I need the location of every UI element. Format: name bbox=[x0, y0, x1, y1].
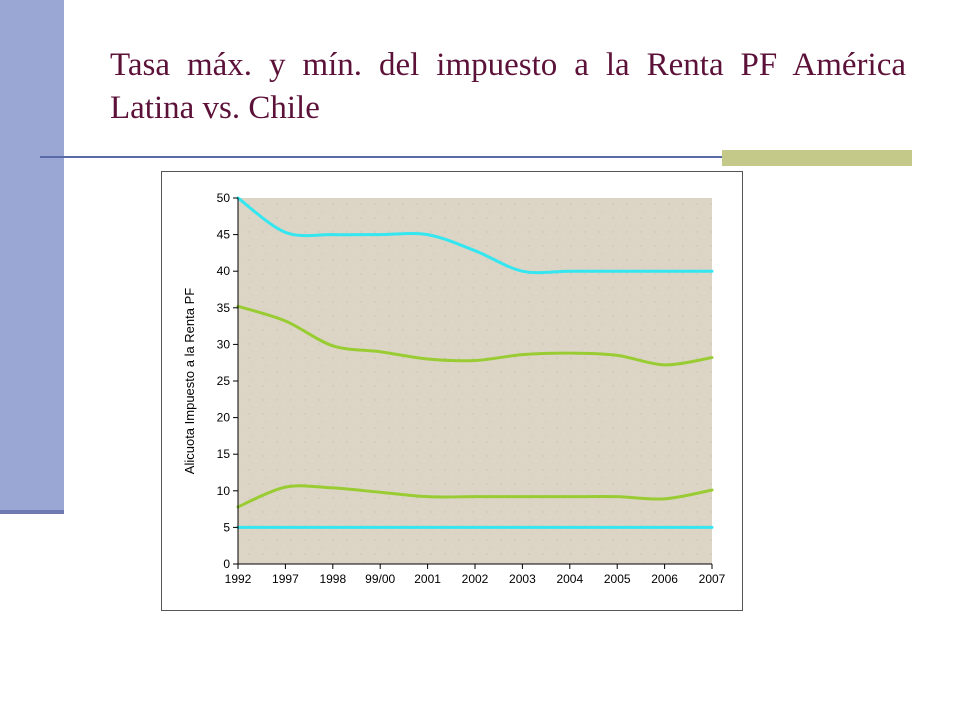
title-underline bbox=[40, 156, 912, 158]
x-tick-label: 1997 bbox=[272, 572, 299, 586]
title-underline-accent bbox=[722, 150, 912, 166]
chart-frame: 0 5 10 15 20 25 30 35 40 45 50 1992 1997 1998 99/00 200… bbox=[161, 171, 743, 611]
left-accent-bar-edge bbox=[0, 510, 64, 514]
plot-area bbox=[238, 198, 712, 564]
y-tick-label: 50 bbox=[217, 191, 231, 205]
left-accent-bar bbox=[0, 0, 64, 512]
y-tick-label: 10 bbox=[217, 484, 231, 498]
y-axis-title: Alicuota Impuesto a la Renta PF bbox=[182, 288, 197, 474]
y-tick-label: 40 bbox=[217, 264, 231, 278]
series-line-2 bbox=[236, 304, 714, 367]
x-tick-label: 2006 bbox=[651, 572, 678, 586]
x-tick-label: 2001 bbox=[414, 572, 441, 586]
y-tick-label: 15 bbox=[217, 447, 231, 461]
y-tick-label: 5 bbox=[223, 520, 230, 534]
x-tick-label: 2007 bbox=[699, 572, 726, 586]
x-tick-label: 1992 bbox=[225, 572, 252, 586]
y-tick-label: 0 bbox=[223, 557, 230, 571]
x-tick-label: 2004 bbox=[556, 572, 583, 586]
y-tick-label: 30 bbox=[217, 337, 231, 351]
series-line-3 bbox=[236, 484, 714, 509]
y-tick-label: 20 bbox=[217, 411, 231, 425]
x-tick-label: 2002 bbox=[462, 572, 489, 586]
y-tick-label: 45 bbox=[217, 228, 231, 242]
series-line-1 bbox=[236, 196, 714, 275]
line-chart: 0 5 10 15 20 25 30 35 40 45 50 1992 1997 1998 99/00 200… bbox=[182, 191, 726, 586]
y-tick-label: 35 bbox=[217, 301, 231, 315]
x-tick-label: 2005 bbox=[604, 572, 631, 586]
slide-title: Tasa máx. y mín. del impuesto a la Renta… bbox=[110, 47, 906, 126]
x-tick-label: 2003 bbox=[509, 572, 536, 586]
x-tick-label: 99/00 bbox=[365, 572, 395, 586]
x-tick-label: 1998 bbox=[319, 572, 346, 586]
y-tick-label: 25 bbox=[217, 374, 231, 388]
